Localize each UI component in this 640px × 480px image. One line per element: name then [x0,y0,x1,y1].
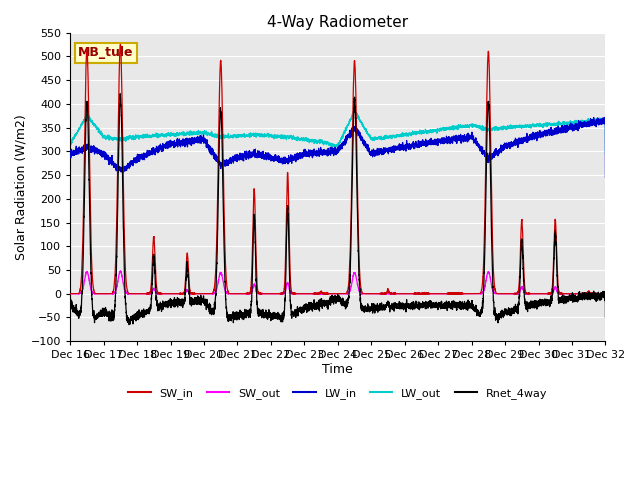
Title: 4-Way Radiometer: 4-Way Radiometer [268,15,408,30]
Y-axis label: Solar Radiation (W/m2): Solar Radiation (W/m2) [15,114,28,260]
Text: MB_tule: MB_tule [78,47,134,60]
Legend: SW_in, SW_out, LW_in, LW_out, Rnet_4way: SW_in, SW_out, LW_in, LW_out, Rnet_4way [124,384,552,404]
X-axis label: Time: Time [323,363,353,376]
